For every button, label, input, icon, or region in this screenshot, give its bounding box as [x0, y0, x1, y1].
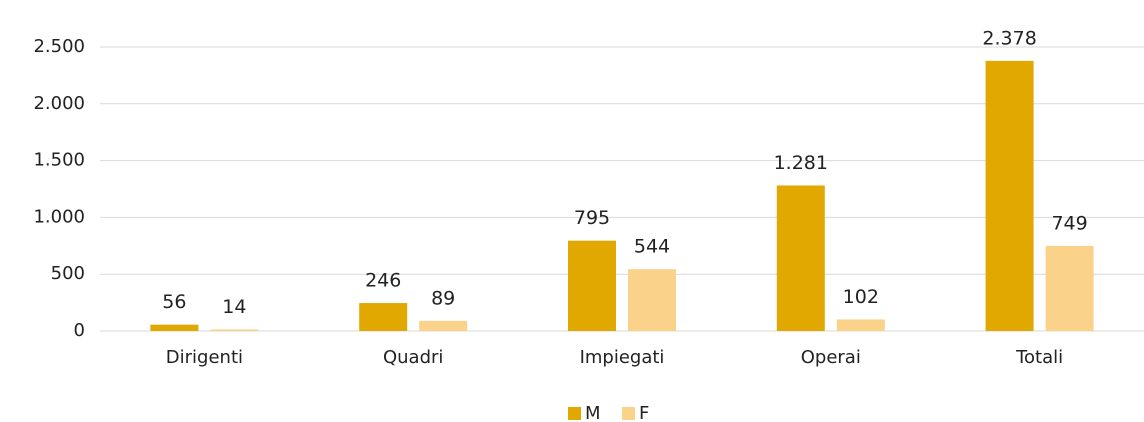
y-tick-label: 2.000 — [33, 93, 85, 114]
bar — [210, 329, 259, 331]
data-label: 14 — [222, 296, 246, 318]
bar — [985, 60, 1034, 332]
data-label: 2.378 — [982, 27, 1036, 49]
data-label: 795 — [574, 207, 610, 229]
x-tick-label: Dirigenti — [166, 347, 243, 368]
data-label: 56 — [162, 291, 186, 313]
data-label: 246 — [365, 270, 401, 292]
data-label: 749 — [1051, 212, 1087, 234]
data-label: 544 — [634, 236, 670, 258]
bar — [568, 240, 616, 331]
bar — [1045, 245, 1094, 331]
y-tick-label: 1.000 — [33, 206, 85, 227]
bar — [836, 319, 885, 331]
x-tick-label: Impiegati — [580, 347, 665, 368]
data-label: 102 — [843, 286, 879, 308]
legend-label: F — [639, 403, 649, 422]
bar — [150, 324, 199, 331]
x-tick-label: Totali — [1015, 347, 1063, 368]
legend-label: M — [585, 403, 601, 422]
bar — [628, 269, 676, 331]
x-tick-label: Quadri — [383, 347, 443, 368]
legend-swatch — [622, 407, 635, 420]
bar — [419, 320, 468, 331]
y-tick-label: 0 — [74, 320, 85, 341]
legend-swatch — [568, 407, 581, 420]
data-label: 89 — [431, 287, 455, 309]
x-tick-label: Operai — [801, 347, 861, 368]
bar — [359, 303, 408, 331]
data-label: 1.281 — [774, 152, 828, 174]
y-tick-label: 1.500 — [33, 150, 85, 171]
y-tick-label: 2.500 — [33, 36, 85, 57]
y-tick-label: 500 — [51, 263, 85, 284]
bar — [776, 185, 825, 331]
